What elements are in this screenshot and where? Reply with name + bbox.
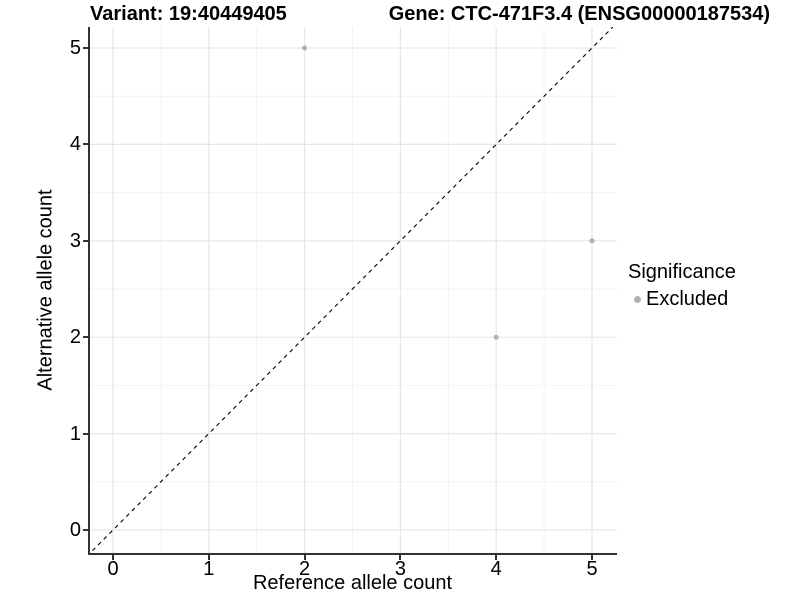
y-tick-mark [83,529,88,531]
y-tick-label: 5 [69,37,81,59]
y-tick-mark [83,143,88,146]
x-tick-label: 1 [203,558,215,580]
plot-title-gene: Gene: CTC-471F3.4 (ENSG00000187534) [388,3,770,25]
x-tick-mark [207,555,210,560]
y-tick-mark [83,336,88,339]
x-tick-label: 0 [107,558,119,580]
x-tick-label: 5 [586,558,598,580]
x-tick-mark [495,555,498,560]
y-tick-label: 3 [69,229,81,252]
x-tick-mark [591,555,593,560]
x-tick-mark [112,555,114,560]
plot-title-variant: Variant: 19:40449405 [90,3,287,25]
y-tick-mark [83,47,88,49]
y-tick-label: 2 [69,326,81,349]
plot-canvas [90,27,617,553]
legend-item-label: Excluded [646,288,729,310]
y-axis-title: Alternative allele count [34,189,57,391]
legend-point-icon [634,295,641,303]
x-tick-mark [303,555,306,560]
y-tick-mark [83,432,88,435]
y-tick-label: 0 [69,519,81,541]
x-tick-label: 2 [299,558,311,580]
legend-item-excluded: Excluded [628,287,736,311]
identity-line [90,27,614,553]
data-point [493,334,499,340]
y-tick-label: 1 [69,422,81,445]
plot-panel [88,27,617,555]
y-tick-label: 4 [69,133,81,156]
x-axis-title: Reference allele count [252,572,452,594]
data-point [302,45,308,51]
legend-title: Significance [628,261,736,283]
x-tick-label: 4 [490,558,502,580]
x-tick-mark [399,555,402,560]
data-point [589,238,595,244]
x-tick-label: 3 [394,558,406,580]
y-tick-mark [83,239,88,242]
legend: Significance Excluded [628,260,736,311]
